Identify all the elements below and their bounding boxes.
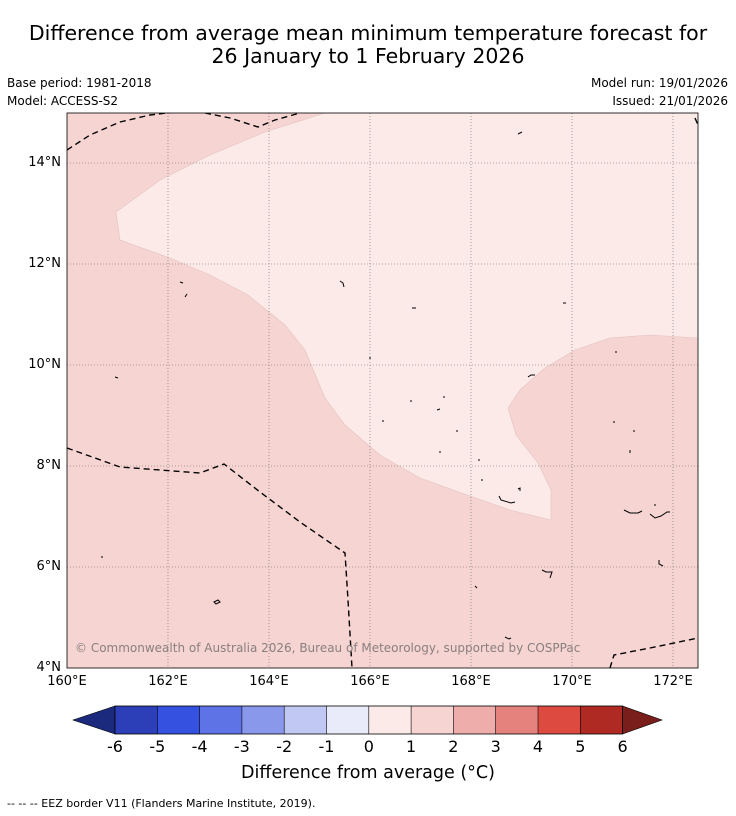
colorbar-tick-label: -3: [233, 737, 250, 756]
colorbar-bin: [495, 706, 538, 734]
lat-tick-label: 8°N: [36, 458, 62, 473]
lon-tick-label: 160°E: [47, 674, 87, 689]
colorbar-tick-label: -4: [191, 737, 208, 756]
anomaly-field-0-to-1: [115, 113, 698, 521]
lat-tick-label: 10°N: [28, 357, 61, 372]
lon-tick-label: 164°E: [249, 674, 289, 689]
base-period: Base period: 1981-2018: [7, 76, 152, 90]
map-area: [67, 113, 698, 668]
eez-footnote: -- -- -- EEZ border V11 (Flanders Marine…: [7, 797, 316, 810]
lon-tick-label: 162°E: [148, 674, 188, 689]
colorbar-bin: [368, 706, 412, 734]
colorbar-bin: [411, 706, 454, 734]
eez-borders: [67, 113, 698, 668]
gridlines: [67, 113, 698, 668]
colorbar-extend-high: [622, 705, 663, 735]
map-frame: [66, 112, 699, 669]
colorbar-bin: [199, 706, 242, 734]
colorbar-tick-label: -1: [318, 737, 335, 756]
colorbar-bin: [241, 706, 285, 734]
colorbar-tick-label: 1: [406, 737, 417, 756]
colorbar: [72, 705, 663, 735]
colorbar-bin: [580, 706, 623, 734]
colorbar-bin: [157, 706, 200, 734]
model-name: Model: ACCESS-S2: [7, 94, 119, 108]
lon-tick-label: 168°E: [451, 674, 491, 689]
chart-title: Difference from average mean minimum tem…: [0, 22, 736, 68]
colorbar-tick-label: -2: [276, 737, 293, 756]
meta-left: Base period: 1981-2018 Model: ACCESS-S2: [7, 74, 152, 110]
lat-tick-label: 14°N: [28, 155, 61, 170]
colorbar-tick-label: 0: [363, 737, 374, 756]
colorbar-bin: [115, 706, 158, 734]
colorbar-tick-label: 6: [617, 737, 628, 756]
colorbar-tick-label: -5: [149, 737, 166, 756]
colorbar-tick-label: 4: [532, 737, 544, 756]
colorbar-extend-low: [72, 705, 116, 735]
lon-tick-label: 170°E: [552, 674, 592, 689]
lat-tick-label: 6°N: [36, 559, 62, 574]
colorbar-tick-label: 2: [448, 737, 459, 756]
islands: [101, 131, 670, 640]
colorbar-bin: [326, 706, 369, 734]
colorbar-title: Difference from average (°C): [241, 763, 495, 783]
colorbar-bin: [538, 706, 581, 734]
meta-right: Model run: 19/01/2026 Issued: 21/01/2026: [591, 74, 728, 110]
title-line-2: 26 January to 1 February 2026: [211, 44, 525, 68]
colorbar-tick-label: 5: [575, 737, 586, 756]
copyright-watermark: © Commonwealth of Australia 2026, Bureau…: [75, 641, 581, 655]
issued-date: Issued: 21/01/2026: [612, 94, 728, 108]
lat-tick-label: 12°N: [28, 256, 61, 271]
lon-tick-label: 166°E: [350, 674, 390, 689]
lat-tick-label: 4°N: [36, 660, 62, 675]
model-run: Model run: 19/01/2026: [590, 76, 728, 90]
colorbar-bin: [284, 706, 327, 734]
title-line-1: Difference from average mean minimum tem…: [28, 21, 708, 45]
colorbar-tick-label: 3: [490, 737, 501, 756]
lon-tick-label: 172°E: [653, 674, 693, 689]
colorbar-bin: [453, 706, 496, 734]
colorbar-tick-label: -6: [107, 737, 123, 756]
